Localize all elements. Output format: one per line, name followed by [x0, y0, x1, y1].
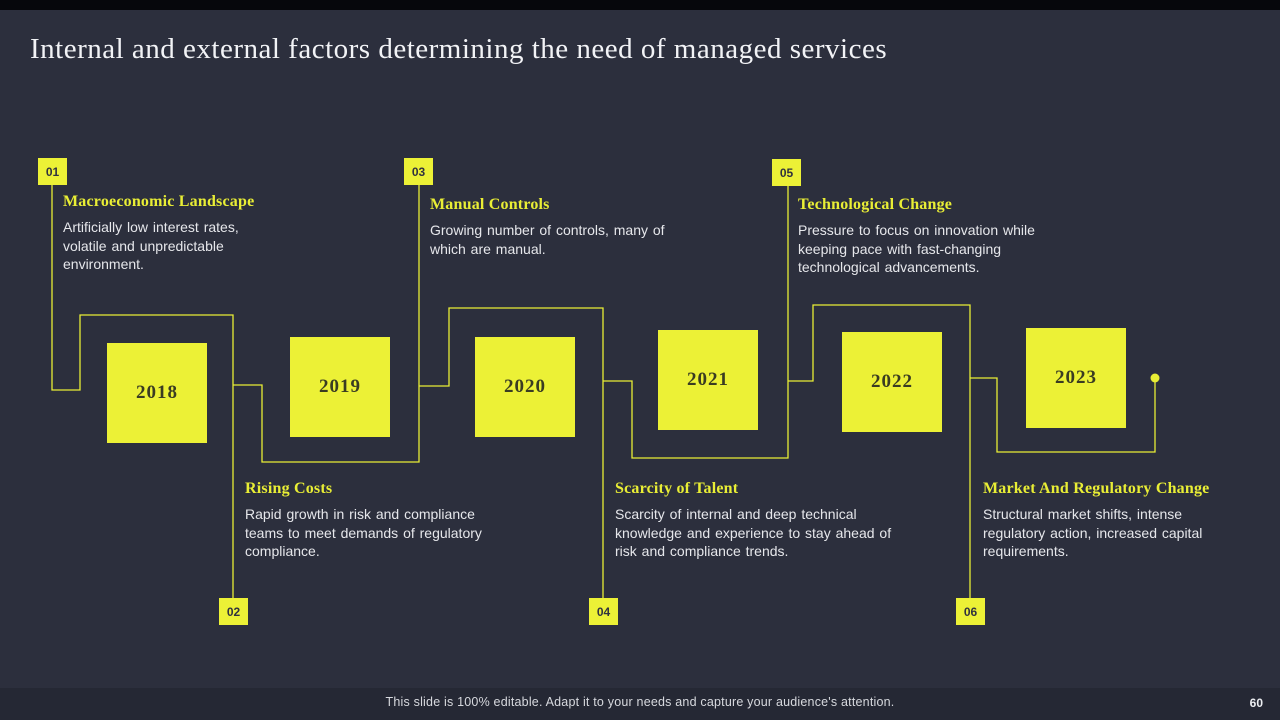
- factor-description-03: Growing number of controls, many of whic…: [430, 222, 665, 257]
- badge-03[interactable]: 03: [404, 158, 433, 185]
- factor-title-04: Scarcity of Talent: [615, 480, 739, 497]
- year-box-5[interactable]: 2022: [842, 332, 942, 432]
- factor-description-04: Scarcity of internal and deep technical …: [615, 506, 892, 559]
- factor-description-05: Pressure to focus on innovation while ke…: [798, 222, 1035, 275]
- year-box-4[interactable]: 2021: [658, 330, 758, 430]
- badge-04[interactable]: 04: [589, 598, 618, 625]
- factor-block-02[interactable]: Rising Costs Rapid growth in risk and co…: [245, 481, 507, 561]
- top-black-bar: [0, 0, 1280, 10]
- factor-title-03: Manual Controls: [430, 196, 550, 213]
- factor-description-01: Artificially low interest rates, volatil…: [63, 219, 239, 272]
- year-box-1[interactable]: 2018: [107, 343, 207, 443]
- factor-block-05[interactable]: Technological Change Pressure to focus o…: [798, 197, 1070, 277]
- year-box-3[interactable]: 2020: [475, 337, 575, 437]
- footer-bar: [0, 688, 1280, 720]
- year-box-6[interactable]: 2023: [1026, 328, 1126, 428]
- factor-title-05: Technological Change: [798, 196, 953, 213]
- factor-block-06[interactable]: Market And Regulatory Change Structural …: [983, 481, 1241, 561]
- footer-note: This slide is 100% editable. Adapt it to…: [385, 695, 895, 709]
- badge-01[interactable]: 01: [38, 158, 67, 185]
- factor-description-02: Rapid growth in risk and compliance team…: [245, 506, 482, 559]
- slide-title[interactable]: Internal and external factors determinin…: [30, 33, 888, 65]
- factor-block-04[interactable]: Scarcity of Talent Scarcity of internal …: [615, 481, 895, 561]
- page-number: 60: [1249, 696, 1263, 710]
- badge-02[interactable]: 02: [219, 598, 248, 625]
- badge-05[interactable]: 05: [772, 159, 801, 186]
- badge-06[interactable]: 06: [956, 598, 985, 625]
- factor-block-03[interactable]: Manual Controls Growing number of contro…: [430, 197, 682, 258]
- year-box-2[interactable]: 2019: [290, 337, 390, 437]
- timeline-end-dot: [1150, 373, 1160, 383]
- factor-title-06: Market And Regulatory Change: [983, 480, 1210, 497]
- factor-block-01[interactable]: Macroeconomic Landscape Artificially low…: [63, 194, 271, 274]
- factor-title-01: Macroeconomic Landscape: [63, 193, 255, 210]
- factor-description-06: Structural market shifts, intense regula…: [983, 506, 1203, 559]
- factor-title-02: Rising Costs: [245, 480, 333, 497]
